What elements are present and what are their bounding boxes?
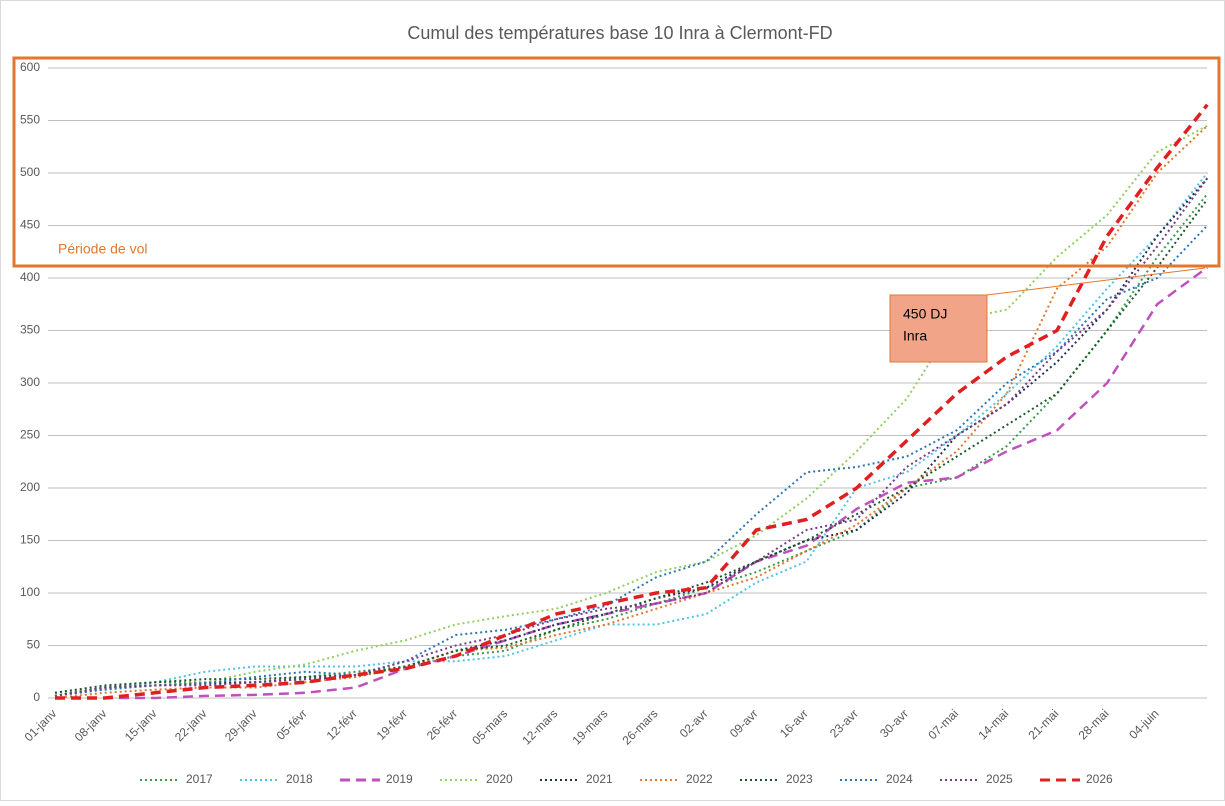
series-line bbox=[55, 103, 1209, 700]
y-tick-label: 200 bbox=[20, 480, 40, 494]
legend-label: 2025 bbox=[986, 772, 1013, 786]
callout-text: 450 DJ bbox=[903, 306, 947, 322]
series-line bbox=[54, 177, 1209, 697]
legend-label: 2017 bbox=[186, 772, 213, 786]
series-line bbox=[55, 266, 1209, 700]
callout-text: Inra bbox=[903, 328, 927, 344]
legend-label: 2018 bbox=[286, 772, 313, 786]
chart-title: Cumul des températures base 10 Inra à Cl… bbox=[407, 23, 832, 43]
y-tick-label: 300 bbox=[20, 375, 40, 389]
y-tick-label: 100 bbox=[20, 585, 40, 599]
y-tick-label: 550 bbox=[20, 113, 40, 127]
y-tick-label: 350 bbox=[20, 323, 40, 337]
legend-label: 2026 bbox=[1086, 772, 1113, 786]
y-tick-label: 400 bbox=[20, 270, 40, 284]
y-tick-label: 0 bbox=[33, 690, 40, 704]
legend-label: 2020 bbox=[486, 772, 513, 786]
legend-label: 2022 bbox=[686, 772, 713, 786]
legend-label: 2021 bbox=[586, 772, 613, 786]
callout-line bbox=[986, 267, 1206, 296]
y-tick-label: 450 bbox=[20, 218, 40, 232]
legend-label: 2024 bbox=[886, 772, 913, 786]
series-line bbox=[54, 224, 1209, 697]
y-tick-label: 150 bbox=[20, 533, 40, 547]
y-tick-label: 500 bbox=[20, 165, 40, 179]
legend-label: 2023 bbox=[786, 772, 813, 786]
zone-label: Période de vol bbox=[58, 241, 148, 257]
callout-box bbox=[889, 294, 988, 363]
y-tick-label: 600 bbox=[20, 60, 40, 74]
flight-zone bbox=[12, 56, 1221, 268]
y-tick-label: 50 bbox=[27, 638, 41, 652]
y-tick-label: 250 bbox=[20, 428, 40, 442]
series-line bbox=[54, 193, 1209, 697]
legend-label: 2019 bbox=[386, 772, 413, 786]
